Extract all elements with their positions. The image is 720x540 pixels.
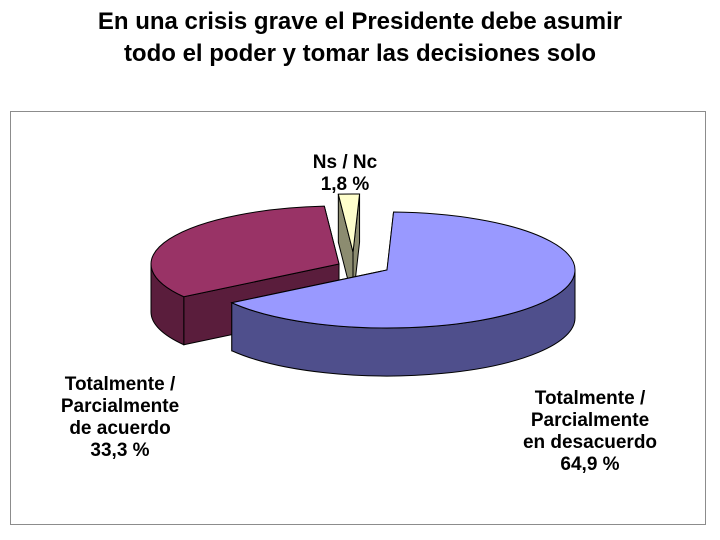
- slice-label-disagree-line-3: en desacuerdo: [522, 432, 658, 453]
- slice-label-disagree-value: 64,9 %: [560, 454, 620, 475]
- pie-slice-agree: [150, 205, 340, 298]
- slice-label-agree-line-1: Totalmente /: [64, 374, 176, 395]
- slice-label-disagree: Totalmente / Parcialmente en desacuerdo …: [495, 388, 685, 476]
- slice-label-ns-nc-name: Ns / Nc: [312, 152, 378, 173]
- chart-title-line-2: todo el poder y tomar las decisiones sol…: [123, 40, 597, 67]
- chart-title-line-1: En una crisis grave el Presidente debe a…: [97, 8, 623, 35]
- slice-label-agree: Totalmente / Parcialmente de acuerdo 33,…: [30, 374, 210, 462]
- slice-label-agree-line-3: de acuerdo: [69, 418, 171, 439]
- pie-slice-disagree: [230, 211, 576, 329]
- pie-tops-group: [150, 193, 576, 329]
- slice-label-agree-line-2: Parcialmente: [60, 396, 180, 417]
- slice-label-disagree-line-1: Totalmente /: [534, 388, 646, 409]
- slice-label-agree-value: 33,3 %: [90, 440, 150, 461]
- slice-label-disagree-line-2: Parcialmente: [530, 410, 650, 431]
- pie-slice-ns-nc: [337, 193, 361, 253]
- slice-label-ns-nc: Ns / Nc 1,8 %: [300, 152, 390, 196]
- chart-title: En una crisis grave el Presidente debe a…: [0, 6, 720, 70]
- slice-label-ns-nc-value: 1,8 %: [320, 174, 370, 195]
